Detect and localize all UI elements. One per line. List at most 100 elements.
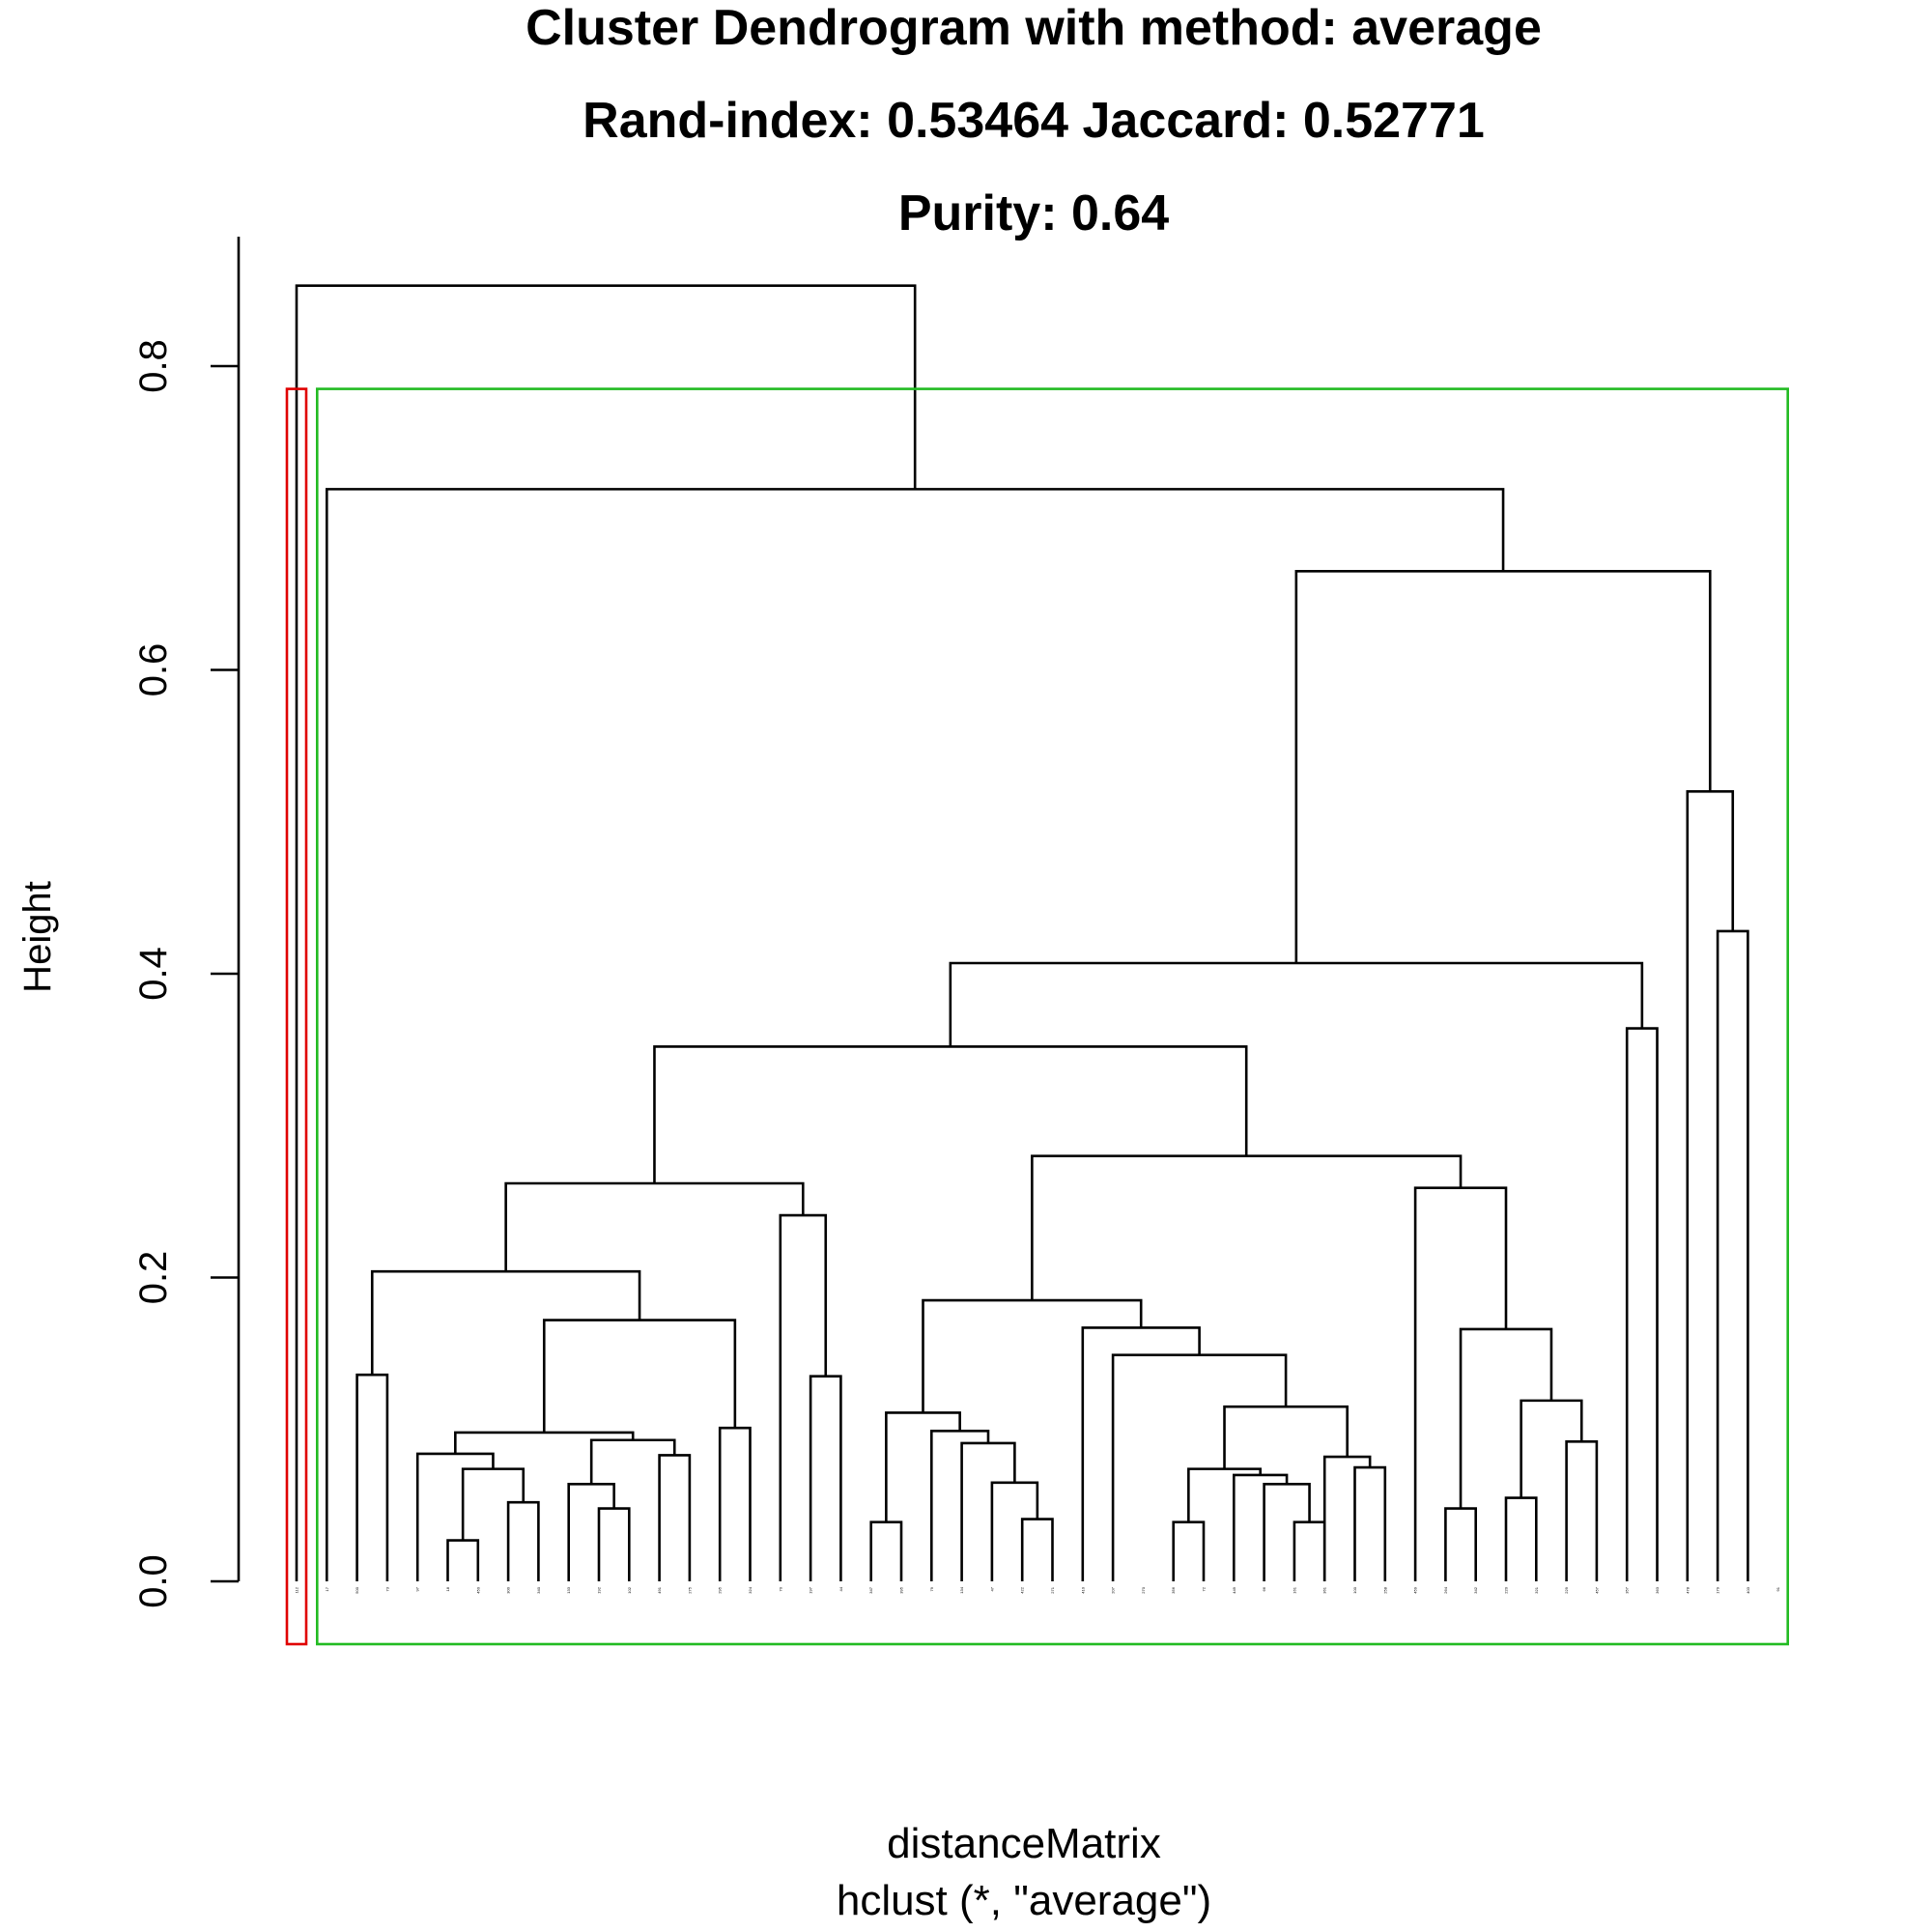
leaf-label-361: 361: [1322, 1586, 1327, 1593]
leaf-label-295: 295: [718, 1586, 723, 1593]
leaf-label-161: 161: [1292, 1586, 1296, 1593]
merge-n7: [567, 1483, 615, 1581]
merge-n24: [1293, 1520, 1326, 1581]
merge-n10: [454, 1431, 635, 1454]
leaf-label-300: 300: [506, 1586, 511, 1593]
merge-n30: [1223, 1405, 1349, 1469]
merge-n15: [779, 1213, 828, 1581]
merge-n31: [1111, 1353, 1288, 1581]
y-axis-label: Height: [16, 881, 59, 993]
leaf-label-258: 258: [1382, 1586, 1387, 1593]
chart-title: Cluster Dendrogram with method: average: [526, 0, 1542, 56]
merge-n20: [960, 1441, 1016, 1581]
leaf-label-264: 264: [1443, 1586, 1448, 1593]
merge-n8: [658, 1454, 692, 1581]
leaf-label-44: 44: [838, 1586, 843, 1591]
leaf-label-192: 192: [597, 1586, 602, 1593]
merge-n16: [504, 1181, 805, 1272]
leaf-label-47: 47: [989, 1586, 994, 1591]
merge-n3: [506, 1500, 540, 1581]
leaf-label-72: 72: [1202, 1586, 1207, 1591]
leaf-labels: 112 17 500 73 97 18 450 300 340 133 192 102 491 275 29…: [295, 1586, 1781, 1593]
y-tick-label-0.4: 0.4: [132, 947, 175, 1001]
chart-subtitle-scores: Rand-index: 0.53464 Jaccard: 0.52771: [582, 93, 1485, 149]
merge-n44: [1716, 929, 1749, 1581]
merge-n13: [370, 1269, 641, 1376]
leaf-label-347: 347: [868, 1586, 873, 1593]
merge-n43: [949, 961, 1644, 1047]
merge-n5: [415, 1452, 495, 1581]
merge-n25: [1263, 1483, 1311, 1581]
merge-n40: [1031, 1154, 1463, 1301]
merge-n11: [718, 1426, 752, 1581]
merge-n22: [885, 1411, 961, 1522]
leaf-label-112: 112: [295, 1586, 299, 1593]
leaf-label-102: 102: [627, 1586, 632, 1593]
merge-n18: [1020, 1518, 1054, 1581]
leaf-label-403: 403: [1746, 1586, 1750, 1593]
merge-n4: [461, 1467, 526, 1541]
y-tick-label-0.0: 0.0: [132, 1554, 175, 1608]
merge-n38: [1459, 1327, 1553, 1509]
leaf-label-197: 197: [809, 1586, 813, 1593]
leaf-label-179: 179: [1716, 1586, 1720, 1593]
merge-n37: [1520, 1399, 1583, 1498]
leaf-label-340: 340: [536, 1586, 541, 1593]
leaf-label-73: 73: [384, 1586, 389, 1591]
merge-n17: [869, 1520, 903, 1581]
leaf-label-17: 17: [325, 1586, 329, 1591]
merge-n35: [1504, 1496, 1538, 1581]
cluster-box-1: [285, 387, 308, 1646]
merge-n27: [1187, 1467, 1262, 1522]
merge-n32: [1081, 1326, 1201, 1581]
merge-n26: [1233, 1473, 1289, 1581]
leaf-label-275: 275: [687, 1586, 692, 1593]
leaf-label-91: 91: [1776, 1586, 1780, 1591]
merge-n34: [1444, 1507, 1477, 1581]
merge-n28: [1353, 1465, 1387, 1581]
leaf-label-79: 79: [929, 1586, 934, 1591]
leaf-label-220: 220: [1504, 1586, 1509, 1593]
cluster-box-2: [315, 387, 1790, 1646]
leaf-label-459: 459: [1413, 1586, 1418, 1593]
merge-n23: [1172, 1520, 1206, 1581]
chart-subtitle-purity: Purity: 0.64: [898, 185, 1169, 242]
merge-n36: [1565, 1440, 1599, 1581]
dendrogram-tree: [295, 284, 1749, 1581]
leaf-label-500: 500: [355, 1586, 359, 1593]
merge-n48: [295, 284, 917, 1581]
leaf-label-410: 410: [1080, 1586, 1085, 1593]
merge-n14: [809, 1375, 842, 1581]
merge-n6: [597, 1507, 631, 1581]
leaf-label-450: 450: [475, 1586, 480, 1593]
leaf-label-133: 133: [566, 1586, 571, 1593]
merge-n2: [446, 1539, 480, 1581]
leaf-label-357: 357: [1625, 1586, 1630, 1593]
merge-n45: [1686, 790, 1735, 1581]
merge-n47: [326, 488, 1505, 1581]
merge-n9: [589, 1438, 676, 1485]
y-tick-label-0.8: 0.8: [132, 339, 175, 393]
leaf-label-324: 324: [748, 1586, 753, 1593]
y-tick-label-0.6: 0.6: [132, 643, 175, 697]
leaf-label-70: 70: [778, 1586, 782, 1591]
leaf-label-66: 66: [1262, 1586, 1266, 1591]
leaf-label-395: 395: [899, 1586, 904, 1593]
merge-n29: [1322, 1455, 1372, 1581]
leaf-label-270: 270: [1141, 1586, 1146, 1593]
merge-n12: [542, 1319, 737, 1433]
method-sub-label: hclust (*, "average"): [837, 1877, 1211, 1924]
leaf-label-422: 422: [1020, 1586, 1025, 1593]
leaf-label-97: 97: [415, 1586, 420, 1591]
leaf-label-271: 271: [1050, 1586, 1055, 1593]
leaf-label-363: 363: [1655, 1586, 1660, 1593]
leaf-label-478: 478: [1685, 1586, 1690, 1593]
leaf-label-342: 342: [1473, 1586, 1478, 1593]
leaf-label-356: 356: [1171, 1586, 1176, 1593]
merge-n21: [930, 1430, 990, 1581]
x-axis-label: distanceMatrix: [887, 1820, 1161, 1867]
y-tick-label-0.2: 0.2: [132, 1251, 175, 1305]
merge-n41: [653, 1045, 1248, 1184]
merge-n42: [1625, 1027, 1659, 1581]
